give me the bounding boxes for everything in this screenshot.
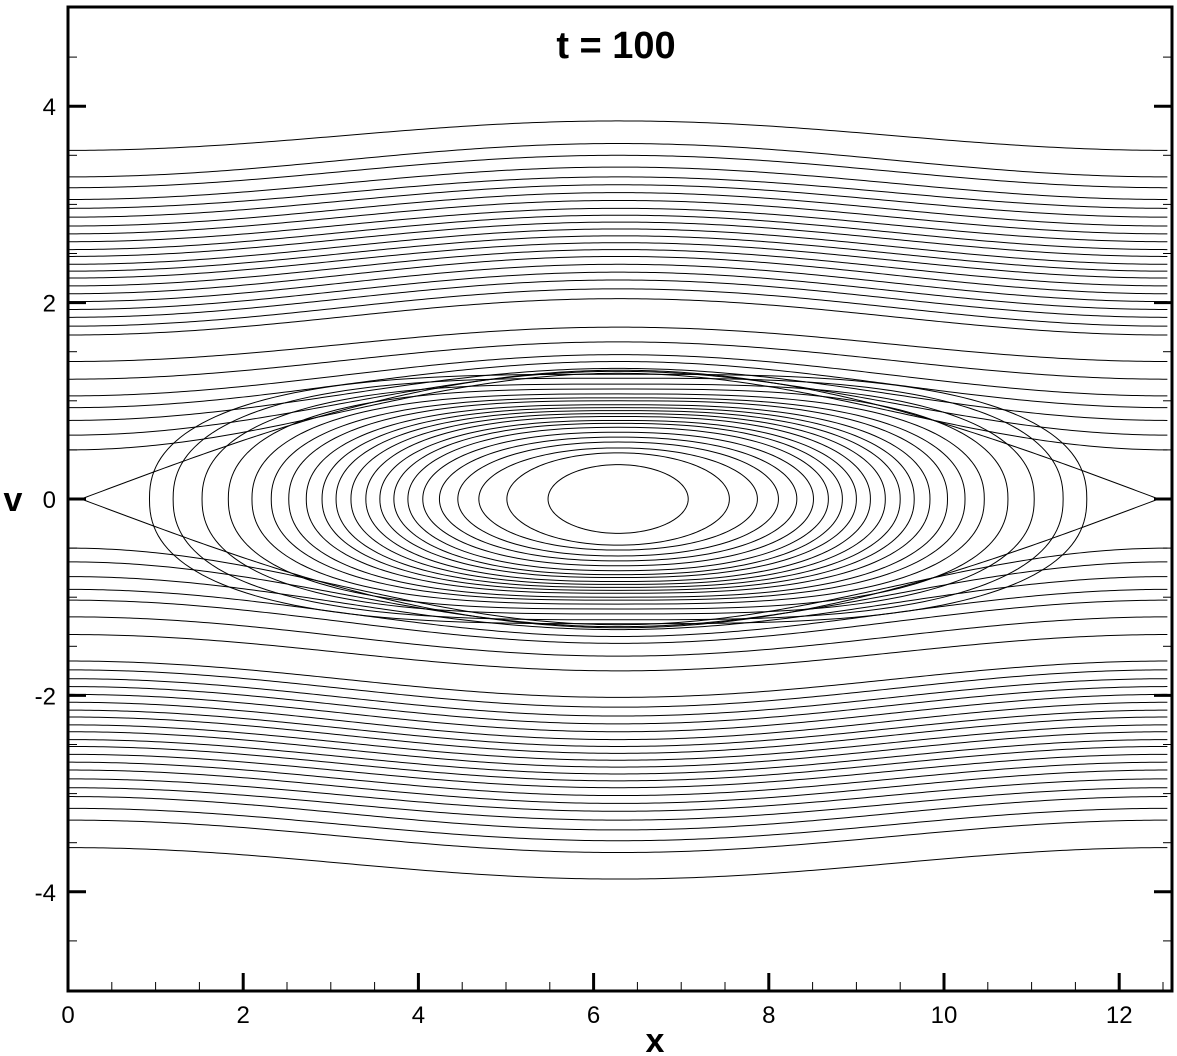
passing-contour-upper: [67, 184, 1168, 218]
passing-contour-lower: [67, 660, 1168, 698]
passing-contour-lower: [68, 669, 1168, 708]
passing-contour-lower: [67, 807, 1168, 842]
passing-contour-upper: [67, 370, 1168, 436]
passing-contour-upper: [68, 271, 1168, 310]
passing-contour-lower: [67, 753, 1168, 789]
passing-contour-upper: [67, 279, 1168, 318]
passing-contour-upper: [67, 221, 1168, 257]
passing-contour-lower: [67, 561, 1168, 628]
passing-contour-upper: [68, 192, 1168, 227]
separatrix-lower: [80, 498, 1159, 629]
passing-contour-upper: [67, 154, 1168, 189]
trapped-contour-line: [321, 407, 915, 591]
x-tick-label: 2: [237, 1002, 250, 1029]
trapped-contour-line: [201, 383, 1035, 615]
passing-contour-upper: [67, 207, 1168, 243]
passing-contour-upper: [67, 199, 1168, 235]
x-tick-label: 0: [61, 1002, 74, 1029]
trapped-contour-line: [270, 397, 966, 601]
axis-tick-labels: 0 2 4 6 8 10 12 -4 -2 0 2 4: [35, 94, 1133, 1029]
y-tick-label: 0: [43, 487, 56, 514]
trapped-contour-line: [547, 464, 689, 534]
trapped-contour-line: [365, 416, 871, 582]
trapped-contour-line: [305, 404, 931, 594]
passing-contour-lower: [67, 616, 1168, 657]
y-tick-label: -4: [35, 880, 56, 907]
passing-contour-lower: [68, 787, 1168, 821]
passing-contour-lower: [67, 701, 1168, 741]
passing-contour-lower: [67, 778, 1168, 812]
passing-contour-upper: [67, 176, 1168, 209]
passing-contour-lower: [68, 796, 1168, 831]
passing-contour-upper: [68, 214, 1168, 251]
trapped-contour-line: [379, 419, 857, 579]
passing-contour-lower: [68, 847, 1168, 880]
trapped-contour-line: [438, 436, 798, 562]
passing-contour-lower: [67, 716, 1168, 754]
passing-contour-lower: [67, 724, 1168, 761]
trapped-contour-line: [172, 377, 1064, 621]
contour-lines: [67, 120, 1168, 880]
separatrix-upper: [80, 369, 1159, 500]
passing-contour-lower: [67, 731, 1168, 768]
trapped-contour-line: [478, 447, 758, 551]
passing-contour-lower: [68, 761, 1168, 797]
x-tick-label: 8: [762, 1002, 775, 1029]
passing-contour-upper: [68, 255, 1168, 295]
passing-contour-upper: [67, 367, 1168, 421]
trapped-contour-line: [457, 441, 779, 557]
x-tick-label: 6: [587, 1002, 600, 1029]
passing-contour-upper: [67, 235, 1168, 272]
passing-contour-upper: [67, 341, 1168, 380]
passing-contour-lower: [68, 599, 1168, 644]
passing-contour-lower: [67, 576, 1168, 631]
trapped-contour-line: [350, 413, 886, 585]
trapped-contour-line: [393, 422, 843, 576]
trapped-contour-line: [251, 393, 985, 605]
passing-contour-upper: [67, 166, 1168, 200]
passing-contour-lower: [67, 709, 1168, 747]
passing-contour-upper: [67, 372, 1168, 451]
trapped-contour-line: [422, 431, 814, 567]
chart-title: t = 100: [556, 25, 675, 67]
passing-contour-lower: [67, 588, 1168, 637]
y-axis-title: v: [4, 481, 23, 519]
trapped-contour-line: [227, 388, 1009, 610]
passing-contour-lower: [67, 686, 1168, 725]
x-axis-title: x: [646, 1022, 665, 1056]
x-tick-label: 10: [931, 1002, 958, 1029]
passing-contour-upper: [67, 242, 1168, 279]
x-tick-label: 12: [1106, 1002, 1133, 1029]
passing-contour-lower: [67, 547, 1168, 626]
passing-contour-upper: [68, 120, 1168, 151]
passing-contour-upper: [67, 249, 1168, 287]
passing-contour-upper: [67, 263, 1168, 303]
passing-contour-upper: [67, 288, 1168, 327]
trapped-contour-line: [407, 426, 829, 572]
plot-frame: [66, 5, 1174, 993]
passing-contour-lower: [68, 634, 1168, 672]
passing-contour-lower: [67, 769, 1168, 804]
y-tick-label: -2: [35, 683, 56, 710]
passing-contour-lower: [67, 739, 1168, 775]
passing-contour-upper: [68, 228, 1168, 265]
passing-contour-upper: [68, 361, 1168, 409]
passing-contour-upper: [67, 326, 1168, 363]
trapped-contour-line: [335, 410, 901, 588]
passing-contour-lower: [67, 745, 1168, 782]
y-tick-label: 4: [43, 94, 56, 121]
x-tick-label: 4: [412, 1002, 425, 1029]
passing-contour-lower: [68, 678, 1168, 717]
passing-contour-upper: [68, 143, 1168, 178]
passing-contour-lower: [68, 693, 1168, 733]
passing-contour-upper: [67, 298, 1168, 336]
trapped-contour-line: [288, 400, 948, 598]
trapped-contour-line: [506, 452, 730, 546]
y-tick-label: 2: [43, 291, 56, 318]
passing-contour-lower: [67, 819, 1168, 854]
passing-contour-upper: [67, 354, 1168, 397]
